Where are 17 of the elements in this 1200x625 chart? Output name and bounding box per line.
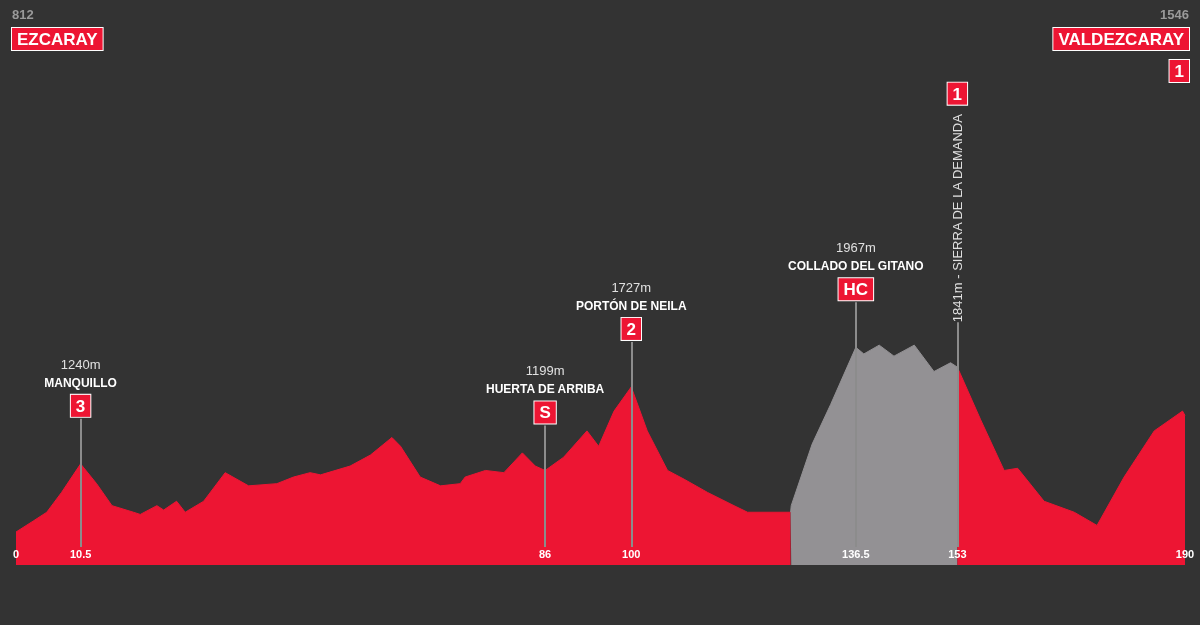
x-tick-label: 86 bbox=[539, 547, 552, 560]
text: 812 bbox=[12, 7, 34, 22]
ref-line-label: 1199m HUERTA DE ARRIBA S bbox=[486, 363, 605, 423]
x-tick-label: 10.5 bbox=[69, 547, 92, 560]
ref-line-label: 1240m MANQUILLO 3 bbox=[44, 356, 117, 416]
x-tick-label: 153 bbox=[948, 547, 967, 560]
x-tick-label: 0 bbox=[12, 547, 20, 560]
ref-line-label: 1841m - SIERRA DE LA DEMANDA 1 bbox=[949, 84, 965, 323]
ref-line-label: 1967m COLLADO DEL GITANO HC bbox=[788, 240, 924, 300]
x-tick-label: 190 bbox=[1175, 547, 1195, 560]
text: 1 bbox=[1174, 62, 1184, 81]
ref-line-label: 1727m PORTÓN DE NEILA 2 bbox=[575, 279, 687, 339]
x-tick-label: 100 bbox=[622, 547, 641, 560]
text: 1546 bbox=[1160, 7, 1189, 22]
text: VALDEZCARAY bbox=[1058, 30, 1185, 49]
text: EZCARAY bbox=[17, 30, 99, 49]
x-tick-label: 136.5 bbox=[842, 547, 870, 560]
